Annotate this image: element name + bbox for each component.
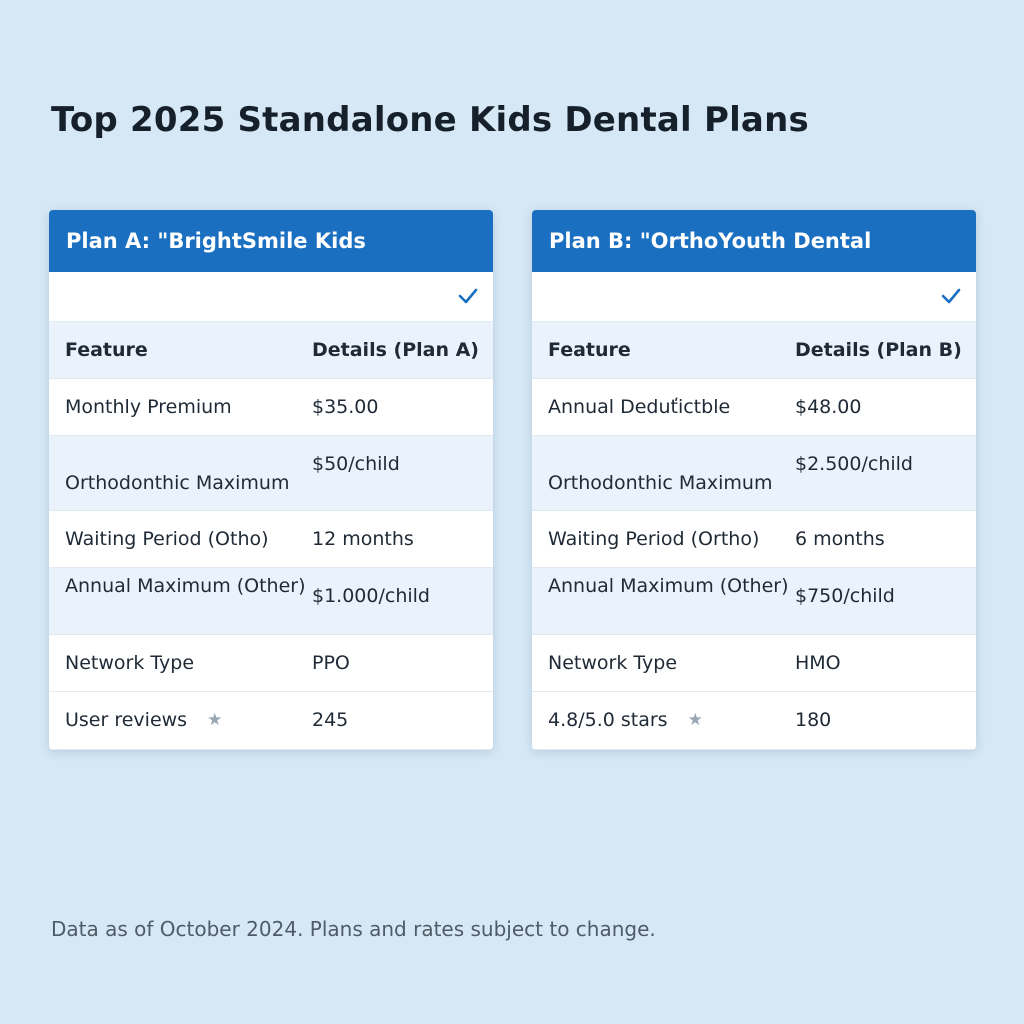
checkmark-icon[interactable] — [457, 286, 479, 306]
checkmark-icon[interactable] — [940, 286, 962, 306]
feature-label: Monthly Premium — [65, 396, 232, 418]
feature-label: User reviews — [65, 709, 188, 731]
table-row: User reviews ★ 245 — [49, 692, 493, 750]
feature-value: $48.00 — [795, 396, 862, 418]
table-row: Orthodonthic Maximum $50/child — [49, 436, 493, 511]
feature-value: 12 months — [312, 528, 414, 550]
feature-label: Annual Maximum (Other) — [65, 575, 306, 597]
table-row: Annual Deduťictble $48.00 — [532, 379, 976, 436]
column-header-feature: Feature — [65, 339, 148, 361]
feature-value: $2.500/child — [795, 453, 913, 475]
column-header-details: Details (Plan B) — [795, 339, 962, 361]
feature-label: Annual Maximum (Other) — [548, 575, 789, 597]
feature-label: Network Type — [548, 652, 678, 674]
feature-value: HMO — [795, 652, 841, 674]
table-row: Annual Maximum (Other) $1.000/child — [49, 568, 493, 635]
column-header-details: Details (Plan A) — [312, 339, 479, 361]
table-row: Waiting Period (Otho) 12 months — [49, 511, 493, 568]
table-row: Monthly Premium $35.00 — [49, 379, 493, 436]
plan-title: Plan B: "OrthoYouth Dental — [532, 210, 976, 272]
table-row: Orthodonthic Maximum $2.500/child — [532, 436, 976, 511]
feature-value: 6 months — [795, 528, 885, 550]
star-icon: ★ — [207, 710, 223, 730]
table-header-row: Feature Details (Plan B) — [532, 322, 976, 379]
selection-row[interactable] — [49, 272, 493, 322]
table-row: Network Type PPO — [49, 635, 493, 692]
star-icon: ★ — [687, 710, 703, 730]
footnote: Data as of October 2024. Plans and rates… — [51, 917, 656, 941]
table-header-row: Feature Details (Plan A) — [49, 322, 493, 379]
feature-label: Annual Deduťictble — [548, 396, 731, 418]
table-row: Waiting Period (Ortho) 6 months — [532, 511, 976, 568]
column-header-feature: Feature — [548, 339, 631, 361]
feature-value: $35.00 — [312, 396, 379, 418]
feature-label-group: User reviews ★ — [65, 709, 222, 731]
plan-card-a: Plan A: "BrightSmile Kids Feature Detail… — [49, 210, 493, 750]
table-row: Network Type HMO — [532, 635, 976, 692]
feature-value: PPO — [312, 652, 350, 674]
table-row: 4.8/5.0 stars ★ 180 — [532, 692, 976, 750]
feature-value: $1.000/child — [312, 585, 430, 607]
feature-value: $50/child — [312, 453, 400, 475]
feature-label: 4.8/5.0 stars — [548, 709, 668, 731]
feature-label: Waiting Period (Ortho) — [548, 528, 760, 550]
page-title: Top 2025 Standalone Kids Dental Plans — [51, 100, 809, 140]
feature-label-group: 4.8/5.0 stars ★ — [548, 709, 703, 731]
plan-card-b: Plan B: "OrthoYouth Dental Feature Detai… — [532, 210, 976, 750]
feature-label: Network Type — [65, 652, 195, 674]
feature-value: 245 — [312, 709, 349, 731]
feature-value: $750/child — [795, 585, 895, 607]
feature-label: Orthodonthic Maximum — [65, 472, 290, 494]
selection-row[interactable] — [532, 272, 976, 322]
plan-title: Plan A: "BrightSmile Kids — [49, 210, 493, 272]
feature-label: Waiting Period (Otho) — [65, 528, 269, 550]
feature-value: 180 — [795, 709, 832, 731]
feature-label: Orthodonthic Maximum — [548, 472, 773, 494]
table-row: Annual Maximum (Other) $750/child — [532, 568, 976, 635]
